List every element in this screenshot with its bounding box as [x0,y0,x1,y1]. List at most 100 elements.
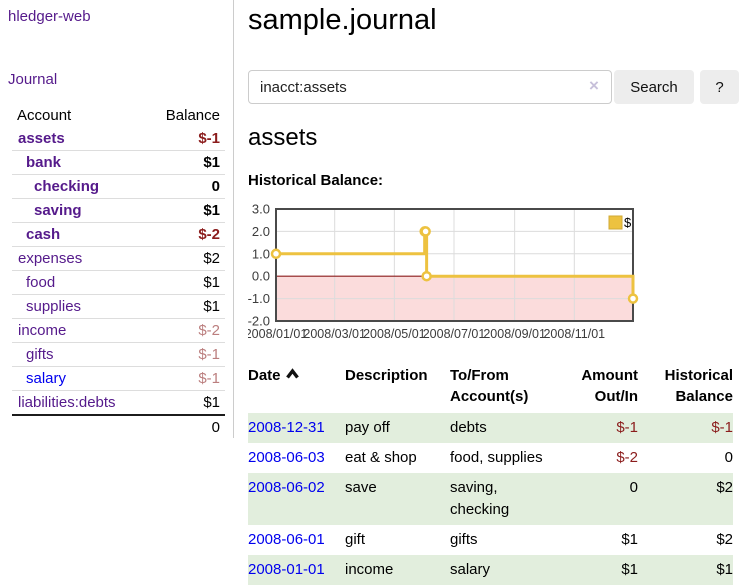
transaction-amount: $-2 [616,449,638,466]
transaction-amount: 0 [629,479,638,496]
transaction-description: save [345,479,377,496]
transaction-accounts: salary [450,561,491,578]
register-header-amount: Amount Out/In [581,367,638,405]
transaction-accounts: debts [450,419,487,436]
transaction-date-link[interactable]: 2008-12-31 [248,419,325,436]
register-header-description: Description [345,367,428,384]
register-row: 2008-06-01 gift gifts $1 $2 [248,525,733,555]
account-link[interactable]: liabilities:debts [18,394,116,411]
account-link[interactable]: saving [34,202,82,219]
clear-search-icon[interactable]: × [589,76,599,95]
accounts-header-row: Account Balance [12,104,225,127]
account-row: income $-2 [12,318,225,343]
account-balance: $-2 [198,226,220,243]
account-heading: assets [248,124,318,151]
transaction-amount: $1 [621,531,638,548]
transaction-balance: $2 [716,479,733,496]
search-form: × Search ? [248,70,742,104]
transaction-balance: $-1 [711,419,733,436]
account-row: food $1 [12,270,225,295]
account-row: salary $-1 [12,366,225,391]
y-axis-tick-label: 3.0 [252,203,270,217]
transaction-date-link[interactable]: 2008-06-02 [248,479,325,496]
account-row: cash $-2 [12,222,225,247]
transaction-accounts: saving, checking [450,479,510,518]
register-table: Date Description To/From Account(s) Amou… [248,363,733,585]
account-balance: $-2 [198,322,220,339]
accounts-header-balance: Balance [165,107,220,124]
account-balance: $1 [203,154,220,171]
register-header-date[interactable]: Date [248,363,345,413]
chart-title: Historical Balance: [248,172,384,189]
account-link[interactable]: bank [26,154,62,171]
x-axis-tick-label: 2008/11/01 [543,327,605,341]
transaction-date-link[interactable]: 2008-06-01 [248,531,325,548]
register-header-tofrom: To/From Account(s) [450,367,529,405]
account-link[interactable]: cash [26,226,61,243]
register-header-balance: Historical Balance [664,367,733,405]
y-axis-tick-label: -2.0 [248,314,270,329]
account-balance: $-1 [198,130,220,147]
data-point-marker [627,293,639,304]
account-link[interactable]: gifts [26,346,54,363]
plot-border [275,208,634,322]
transaction-date-link[interactable]: 2008-01-01 [248,561,325,578]
account-balance: 0 [211,178,220,195]
y-axis-tick-label: 1.0 [252,246,270,261]
data-point-marker [270,248,282,260]
account-balance: $2 [203,250,220,267]
register-row: 2008-12-31 pay off debts $-1 $-1 [248,413,733,443]
register-header-date-label: Date [248,367,281,384]
transaction-accounts: gifts [450,531,478,548]
transaction-balance: $2 [716,531,733,548]
register-row: 2008-06-02 save saving, checking 0 $2 [248,473,733,525]
register-row: 2008-06-03 eat & shop food, supplies $-2 0 [248,443,733,473]
historical-balance-chart[interactable]: 3.0 2.0 1.0 0.0 -1.0 -2.0 2008/01/01 2008/03/01… [248,203,742,348]
transaction-balance: 0 [724,449,733,466]
transaction-description: income [345,561,394,578]
x-axis-tick-label: 2008/03/01 [303,327,366,341]
accounts-total-balance: 0 [211,419,220,436]
account-link[interactable]: checking [34,178,100,195]
transaction-description: eat & shop [345,449,417,466]
y-axis-tick-label: 2.0 [252,224,270,239]
transaction-accounts: food, supplies [450,449,543,466]
account-row: saving $1 [12,198,225,223]
x-axis-tick-label: 2008/07/01 [423,327,486,341]
account-balance: $-1 [198,346,220,363]
search-input[interactable] [248,70,612,104]
account-link[interactable]: assets [18,130,65,147]
accounts-total-row: 0 [12,415,225,439]
legend-swatch [608,215,623,230]
sidebar-item-journal[interactable]: Journal [8,71,58,88]
account-row: liabilities:debts $1 [12,390,225,416]
data-point-marker [421,270,432,282]
help-button[interactable]: ? [700,70,739,104]
account-link[interactable]: supplies [26,298,82,315]
sidebar-divider [233,0,234,438]
account-row: gifts $-1 [12,342,225,367]
account-row: supplies $1 [12,294,225,319]
account-link[interactable]: income [18,322,67,339]
register-tbody: 2008-12-31 pay off debts $-1 $-1 2008-06-03 ea… [248,413,733,585]
x-axis-tick-label: 2008/09/01 [483,327,546,341]
account-balance: $1 [203,202,220,219]
y-axis-tick-label: -1.0 [248,291,270,306]
account-link[interactable]: salary [26,370,67,387]
x-axis-tick-label: 2008/05/01 [363,327,426,341]
accounts-tbody: assets $-1 bank $1 checking 0 saving $1 cash $-2 e… [12,127,225,415]
account-link[interactable]: food [26,274,56,291]
transaction-description: gift [345,531,366,548]
account-row: assets $-1 [12,127,225,151]
account-link[interactable]: expenses [18,250,83,267]
transaction-date-link[interactable]: 2008-06-03 [248,449,325,466]
accounts-total-spacer [12,415,146,439]
transaction-amount: $-1 [616,419,638,436]
y-axis-tick-label: 0.0 [252,269,270,284]
account-balance: $1 [203,394,220,411]
search-button[interactable]: Search [614,70,694,104]
legend-label: $ [624,215,632,230]
app-brand-link[interactable]: hledger-web [8,8,91,25]
accounts-header-account: Account [17,107,72,124]
register-header-row: Date Description To/From Account(s) Amou… [248,363,733,413]
